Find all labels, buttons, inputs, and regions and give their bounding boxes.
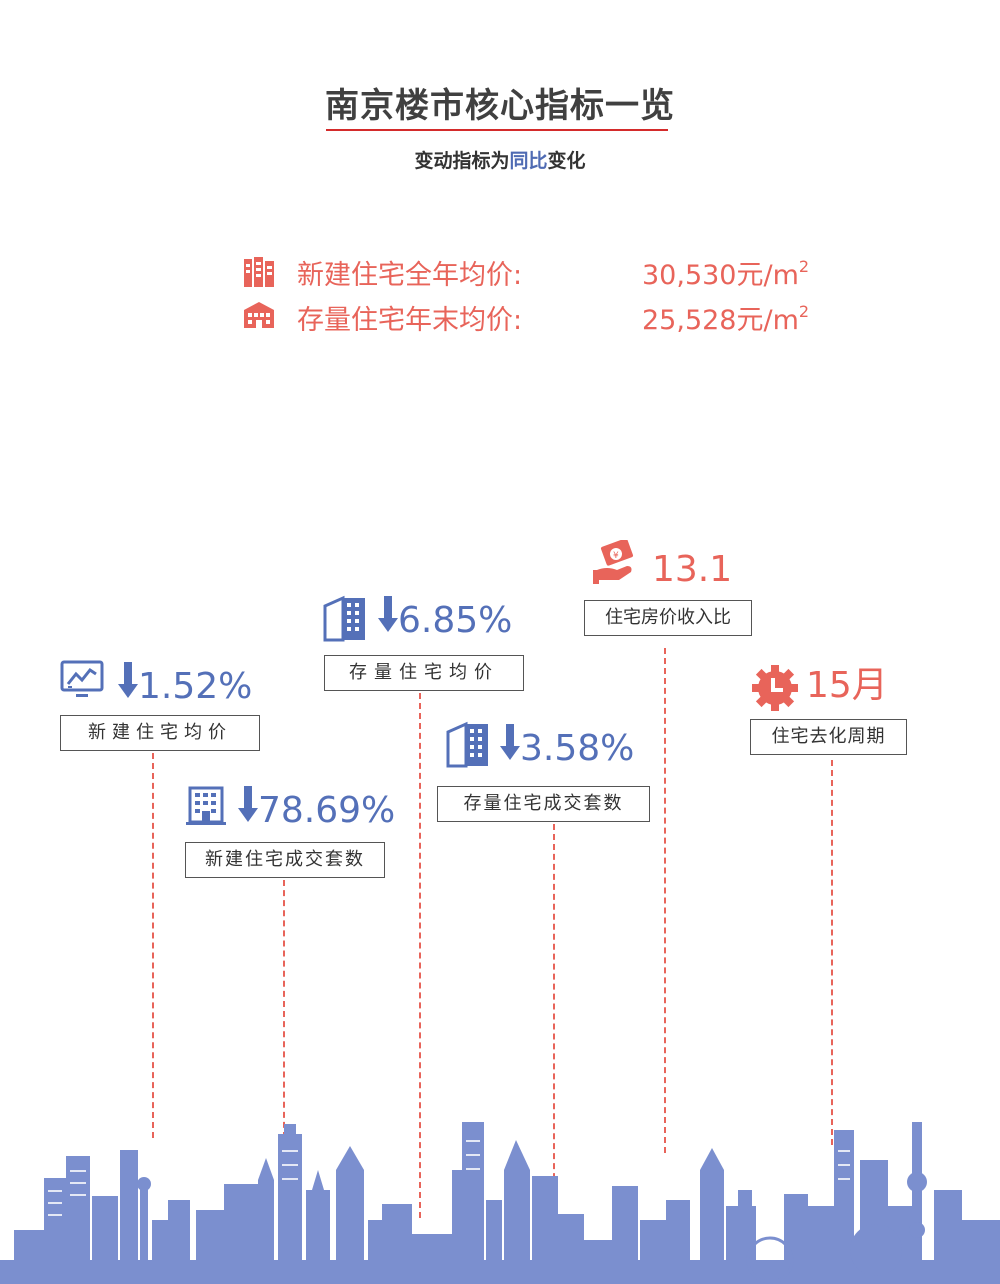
leader-line xyxy=(283,880,285,1138)
house-icon xyxy=(244,302,274,328)
page-title: 南京楼市核心指标一览 xyxy=(325,86,675,126)
office-building-icon xyxy=(186,786,226,825)
price-unit-sup-existing: 2 xyxy=(798,302,810,321)
metric-value-text: 1.52% xyxy=(138,666,253,707)
down-arrow-icon xyxy=(118,662,138,698)
price-value-new: 30,530元/m2 xyxy=(642,253,809,292)
price-label-existing: 存量住宅年末均价: xyxy=(297,305,523,336)
page-subtitle: 变动指标为同比变化 xyxy=(0,146,1000,173)
title-underline xyxy=(326,129,668,131)
metric-value-new-deals: 78.69% xyxy=(238,786,395,829)
tower-block-icon xyxy=(446,721,488,768)
price-value-new-text: 30,530元/m xyxy=(642,260,799,291)
subtitle-pre: 变动指标为 xyxy=(414,150,510,172)
metric-value-existing-deals: 3.58% xyxy=(500,724,634,767)
metric-value-destock-cycle: 15月 xyxy=(806,665,888,706)
metric-value-text: 3.58% xyxy=(520,728,635,769)
price-row-new: 新建住宅全年均价: 30,530元/m2 xyxy=(242,253,842,293)
subtitle-highlight: 同比 xyxy=(509,150,548,172)
price-value-existing-text: 25,528元/m xyxy=(642,305,799,336)
clock-gear-icon xyxy=(752,665,798,711)
metric-label-price-income: 住宅房价收入比 xyxy=(584,600,752,636)
metric-value-text: 6.85% xyxy=(398,600,513,641)
chart-monitor-icon xyxy=(60,660,104,697)
leader-line xyxy=(419,693,421,1218)
svg-text:¥: ¥ xyxy=(613,551,619,561)
leader-line xyxy=(152,753,154,1138)
metric-value-text: 78.69% xyxy=(258,790,396,831)
city-skyline-illustration xyxy=(0,1122,1000,1284)
price-unit-sup-new: 2 xyxy=(798,257,810,276)
leader-line xyxy=(831,760,833,1145)
down-arrow-icon xyxy=(378,596,398,632)
down-arrow-icon xyxy=(238,786,258,822)
tower-block-icon xyxy=(323,595,365,642)
metric-label-existing-deals: 存量住宅成交套数 xyxy=(437,786,650,822)
metric-value-existing-price: 6.85% xyxy=(378,596,512,639)
metric-label-new-price: 新建住宅均价 xyxy=(60,715,260,751)
metric-value-price-income: 13.1 xyxy=(652,549,733,590)
price-label-new: 新建住宅全年均价: xyxy=(297,260,523,291)
money-hand-icon: ¥ xyxy=(593,540,634,584)
price-value-existing: 25,528元/m2 xyxy=(642,298,809,337)
metric-label-existing-price: 存量住宅均价 xyxy=(324,655,524,691)
metric-label-new-deals: 新建住宅成交套数 xyxy=(185,842,385,878)
down-arrow-icon xyxy=(500,724,520,760)
building-icon xyxy=(244,257,274,287)
leader-line xyxy=(664,648,666,1153)
metric-value-new-price: 1.52% xyxy=(118,662,252,705)
leader-line xyxy=(553,824,555,1219)
price-row-existing: 存量住宅年末均价: 25,528元/m2 xyxy=(242,298,842,338)
subtitle-post: 变化 xyxy=(547,150,586,172)
metric-label-destock-cycle: 住宅去化周期 xyxy=(750,719,907,755)
